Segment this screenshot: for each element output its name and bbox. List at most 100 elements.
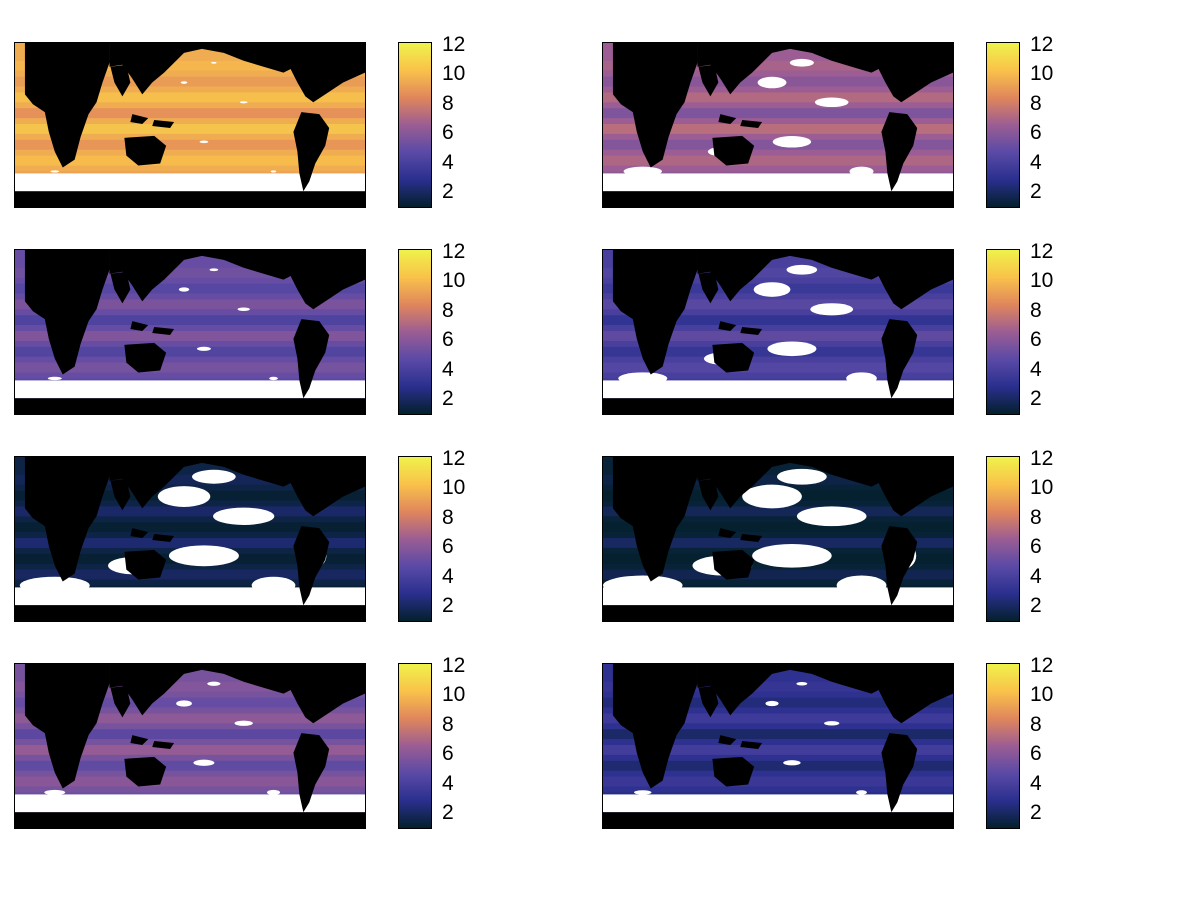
colorbar-8 [986, 663, 1020, 829]
land-mass [881, 733, 918, 813]
colorbar-tick-label: 10 [442, 269, 466, 293]
ocean-band [15, 60, 365, 71]
no-data-region [767, 341, 817, 357]
colorbar-tick-label: 10 [1030, 683, 1054, 707]
no-data-region [199, 140, 209, 144]
land-mass [293, 526, 330, 606]
ocean-band [603, 92, 953, 103]
colorbar-tick-label: 2 [442, 594, 454, 618]
ocean-band [603, 267, 953, 278]
land-mass [124, 135, 167, 166]
map-svg-8 [603, 664, 953, 828]
ocean-band [15, 331, 365, 341]
land-mass [124, 756, 167, 787]
no-data-region [603, 380, 953, 399]
no-data-region [50, 170, 60, 173]
ocean-band [15, 713, 365, 724]
land-mass [130, 114, 149, 125]
ocean-band [603, 569, 953, 580]
no-data-region [603, 794, 953, 813]
land-mass [612, 664, 698, 789]
land-mass [15, 398, 365, 414]
land-mass [712, 135, 755, 166]
land-mass [718, 528, 737, 539]
land-mass [24, 664, 110, 789]
ocean-band [603, 362, 953, 373]
map-panel-6 [602, 456, 954, 622]
land-mass [275, 664, 365, 724]
land-mass [712, 549, 755, 580]
no-data-region [15, 587, 365, 606]
no-data-region [15, 380, 365, 399]
colorbar-tick-label: 12 [1030, 240, 1054, 263]
colorbar-tick-label: 10 [1030, 269, 1054, 293]
ocean-band [15, 299, 365, 310]
land-mass [152, 534, 175, 542]
colorbar-tick-label: 2 [1030, 387, 1042, 411]
land-mass [612, 457, 698, 582]
land-mass [164, 457, 294, 477]
land-mass [718, 114, 737, 125]
no-data-region [178, 287, 190, 292]
ocean-band [603, 776, 953, 787]
colorbar-7 [398, 663, 432, 829]
colorbar-tick-label: 8 [442, 298, 454, 322]
land-mass [863, 250, 953, 310]
land-mass [24, 457, 110, 582]
ocean-band [603, 60, 953, 71]
map-panel-7 [14, 663, 366, 829]
colorbar-tick-label: 10 [1030, 476, 1054, 500]
map-panel-5 [14, 456, 366, 622]
no-data-region [237, 307, 250, 312]
ocean-band [603, 713, 953, 724]
colorbar-tick-label: 2 [442, 801, 454, 825]
ocean-band [15, 506, 365, 517]
no-data-region [47, 376, 62, 381]
colorbar-tick-label: 12 [1030, 33, 1054, 56]
land-mass [740, 741, 763, 749]
no-data-region [191, 469, 236, 484]
colorbar-tick-label: 12 [442, 240, 466, 263]
no-data-region [603, 173, 953, 192]
colorbar-tick-label: 4 [442, 150, 454, 174]
land-mass [925, 457, 953, 471]
ocean-band [603, 124, 953, 134]
ocean-band [603, 681, 953, 692]
colorbar-tick-label: 4 [442, 357, 454, 381]
no-data-region [196, 346, 211, 351]
land-mass [863, 664, 953, 724]
land-mass [718, 321, 737, 332]
no-data-region [772, 136, 812, 148]
ocean-band [603, 522, 953, 533]
land-mass [110, 271, 131, 304]
land-mass [603, 605, 953, 621]
land-mass [337, 250, 365, 264]
land-mass [603, 398, 953, 414]
map-svg-4 [603, 250, 953, 414]
land-mass [752, 250, 882, 270]
colorbar-tick-label: 6 [1030, 742, 1042, 766]
land-mass [293, 733, 330, 813]
colorbar-tick-label: 2 [1030, 801, 1042, 825]
land-mass [752, 664, 882, 684]
colorbar-tick-label: 8 [442, 505, 454, 529]
no-data-region [786, 264, 818, 275]
land-mass [337, 457, 365, 471]
colorbar-tick-label: 4 [442, 564, 454, 588]
no-data-region [777, 468, 827, 485]
ocean-band [15, 76, 365, 87]
colorbar-tick-label: 2 [442, 180, 454, 204]
land-mass [152, 741, 175, 749]
colorbar-tick-label: 4 [1030, 564, 1042, 588]
ocean-band [603, 299, 953, 310]
colorbar-tick-label: 8 [442, 712, 454, 736]
ocean-band [15, 124, 365, 134]
no-data-region [44, 789, 66, 796]
land-mass [124, 342, 167, 373]
land-mass [275, 250, 365, 310]
land-mass [24, 250, 110, 375]
colorbar-tick-label: 6 [442, 328, 454, 352]
colorbar-tick-label: 8 [442, 91, 454, 115]
land-mass [740, 534, 763, 542]
no-data-region [213, 507, 275, 525]
